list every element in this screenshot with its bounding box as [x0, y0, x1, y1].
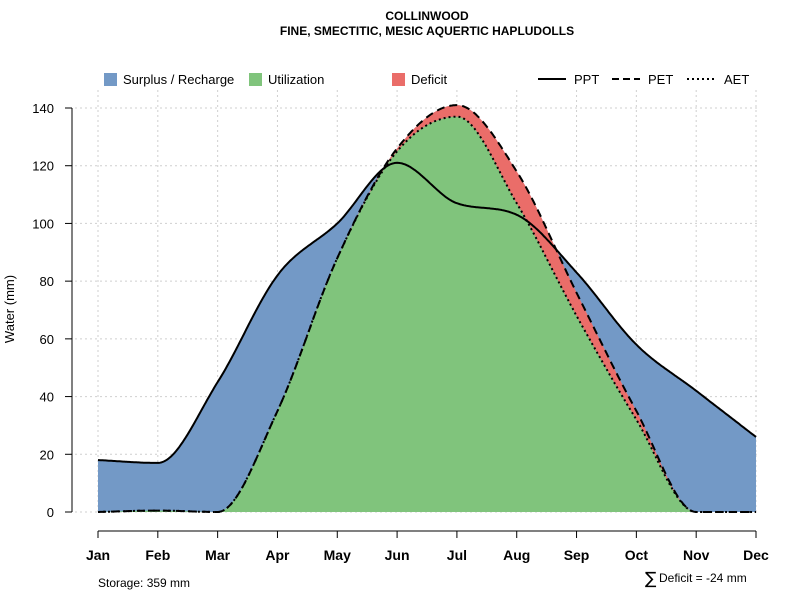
y-tick-label: 100 [32, 216, 54, 231]
legend-label-deficit: Deficit [411, 72, 448, 87]
x-tick-label: Oct [625, 547, 649, 563]
x-tick-label: Apr [265, 547, 290, 563]
y-tick-label: 40 [40, 390, 54, 405]
y-tick-label: 20 [40, 447, 54, 462]
legend-label-pet: PET [648, 72, 673, 87]
legend-swatch-surplus [104, 73, 117, 86]
x-tick-label: Aug [503, 547, 530, 563]
series-line-aet [98, 115, 756, 513]
legend-swatch-utilization [249, 73, 262, 86]
utilization-area [98, 116, 756, 512]
y-axis-title: Water (mm) [2, 275, 17, 343]
x-tick-label: Jul [447, 547, 467, 563]
legend-swatch-deficit [392, 73, 405, 86]
x-tick-label: Jun [385, 547, 410, 563]
y-tick-label: 140 [32, 101, 54, 116]
legend: Surplus / Recharge Utilization Deficit P… [104, 72, 749, 87]
x-tick-label: Mar [205, 547, 230, 563]
x-tick-label: Dec [743, 547, 769, 563]
storage-note: Storage: 359 mm [98, 576, 190, 590]
x-tick-label: Jan [86, 547, 110, 563]
x-tick-label: Feb [145, 547, 170, 563]
legend-label-surplus: Surplus / Recharge [123, 72, 234, 87]
series-line-ppt [98, 161, 757, 464]
x-axis: Jan Feb Mar Apr May Jun Jul Aug Sep Oct Nov Dec [86, 530, 769, 563]
y-tick-label: 80 [40, 274, 54, 289]
legend-label-aet: AET [724, 72, 749, 87]
chart-subtitle: FINE, SMECTITIC, MESIC AQUERTIC HAPLUDOL… [280, 24, 574, 38]
sum-icon: ∑ [645, 569, 657, 589]
plot-area: 0 20 40 60 80 100 120 140 Jan Feb Mar Apr May Jun Jul A… [32, 90, 769, 563]
y-tick-label: 120 [32, 159, 54, 174]
y-axis: 0 20 40 60 80 100 120 140 [32, 101, 73, 520]
legend-label-ppt: PPT [574, 72, 599, 87]
legend-label-utilization: Utilization [268, 72, 324, 87]
x-tick-label: May [324, 547, 351, 563]
y-tick-label: 60 [40, 332, 54, 347]
series-line-pet [98, 104, 756, 513]
chart-title: COLLINWOOD [385, 9, 469, 23]
y-tick-label: 0 [47, 505, 54, 520]
x-tick-label: Nov [683, 547, 710, 563]
x-tick-label: Sep [564, 547, 590, 563]
deficit-note: Deficit = -24 mm [659, 571, 747, 585]
